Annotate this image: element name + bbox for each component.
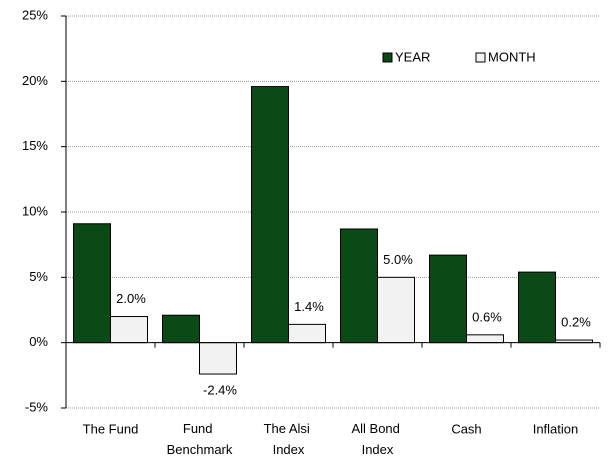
bar (162, 314, 200, 344)
legend-swatch (382, 52, 393, 63)
bar (251, 86, 289, 344)
legend-swatch (475, 52, 486, 63)
data-label: 2.0% (116, 291, 146, 306)
legend-label: YEAR (395, 49, 430, 64)
data-label: 0.6% (472, 309, 502, 324)
bar (466, 334, 504, 344)
bar (288, 323, 326, 344)
bar (340, 228, 378, 344)
bar (199, 342, 237, 375)
y-tick-label: -5% (25, 399, 49, 414)
bar (73, 223, 111, 344)
y-tick-label: 20% (22, 73, 48, 88)
data-label: 5.0% (383, 252, 413, 267)
x-tick-label: Cash (451, 421, 481, 436)
data-label: -2.4% (203, 382, 237, 397)
y-tick-label: 5% (29, 269, 48, 284)
legend-label: MONTH (488, 49, 536, 64)
y-tick-label: 10% (22, 203, 48, 218)
x-tick-label: All Bond Index (351, 421, 403, 457)
data-label: 0.2% (561, 314, 591, 329)
y-tick-label: 25% (22, 7, 48, 22)
x-tick-label: The Alsi Index (264, 421, 314, 457)
y-tick-label: 0% (29, 334, 48, 349)
bar (110, 316, 148, 344)
x-tick-label: Inflation (533, 421, 579, 436)
bar (429, 254, 467, 344)
bar (377, 276, 415, 344)
x-tick-label: Fund Benchmark (167, 421, 233, 457)
bar (518, 271, 556, 344)
data-label: 1.4% (294, 299, 324, 314)
x-tick-label: The Fund (83, 421, 139, 436)
y-tick-label: 15% (22, 138, 48, 153)
